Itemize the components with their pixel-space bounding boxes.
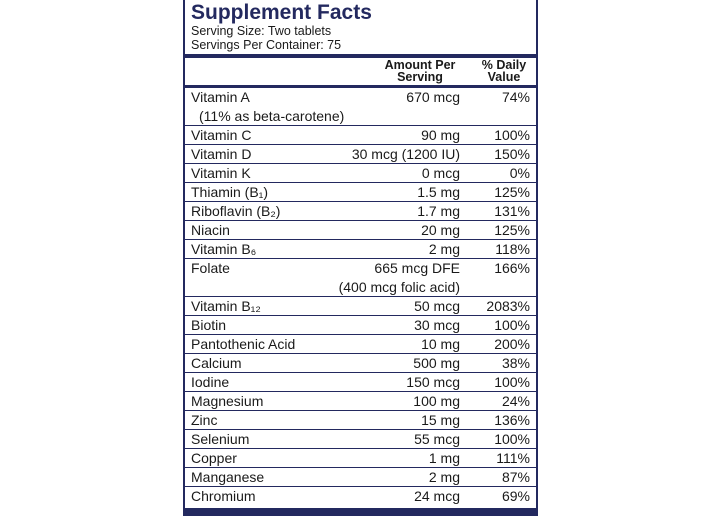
nutrient-name: Vitamin C (191, 127, 252, 143)
nutrient-name: Vitamin D (191, 146, 252, 162)
nutrient-name: Riboflavin (B₂) (191, 203, 281, 219)
row-rule (185, 315, 536, 316)
daily-value: 131% (494, 203, 530, 219)
daily-value: 87% (501, 469, 530, 485)
row-rule (185, 448, 536, 449)
daily-value: 136% (494, 412, 530, 428)
amount-header: Amount Per Serving (384, 58, 456, 84)
amount: 2 mg (428, 469, 460, 485)
row-rule (185, 372, 536, 373)
row-rule (185, 201, 536, 202)
daily-value: 2083% (486, 298, 530, 314)
amount: 500 mg (413, 355, 460, 371)
daily-value: 118% (495, 241, 530, 257)
daily-value: 166% (494, 260, 530, 276)
nutrient-name: Vitamin A (191, 89, 250, 105)
daily-value: 0% (509, 165, 530, 181)
amount: 1.7 mg (417, 203, 460, 219)
nutrient-name: Calcium (191, 355, 242, 371)
amount: 670 mcg (406, 89, 460, 105)
amount: 100 mg (413, 393, 460, 409)
nutrient-name: Vitamin B₆ (191, 241, 257, 257)
amount: 665 mcg DFE (374, 260, 460, 276)
amount-note: (400 mcg folic acid) (338, 279, 460, 295)
daily-value: 100% (494, 127, 530, 143)
row-rule (185, 429, 536, 430)
amount: 10 mg (421, 336, 460, 352)
row-rule (185, 410, 536, 411)
nutrient-name: Niacin (191, 222, 230, 238)
row-rule (185, 353, 536, 354)
nutrient-name: Iodine (191, 374, 230, 390)
title: Supplement Facts (191, 1, 372, 24)
daily-value: 125% (494, 184, 530, 200)
daily-value: 150% (494, 146, 530, 162)
nutrient-name: Manganese (191, 469, 265, 485)
amount: 2 mg (428, 241, 460, 257)
nutrient-name: Pantothenic Acid (191, 336, 296, 352)
amount: 0 mcg (421, 165, 460, 181)
nutrient-name: Thiamin (B₁) (191, 184, 269, 200)
amount: 150 mcg (406, 374, 460, 390)
daily-value: 100% (494, 317, 530, 333)
row-rule (185, 486, 536, 487)
daily-value: 200% (494, 336, 530, 352)
nutrient-name: Biotin (191, 317, 227, 333)
daily-value: 125% (494, 222, 530, 238)
row-rule (185, 220, 536, 221)
amount: 30 mcg (1200 IU) (351, 146, 460, 162)
thick-rule (185, 85, 536, 88)
nutrient-name: Vitamin B₁₂ (191, 298, 261, 314)
daily-value: 69% (501, 488, 530, 504)
amount: 30 mcg (414, 317, 460, 333)
amount: 50 mcg (414, 298, 460, 314)
supplement-facts-label: Supplement Facts Serving Size: Two table… (183, 0, 538, 516)
nutrient-note: (11% as beta-carotene) (199, 108, 345, 124)
amount: 1.5 mg (417, 184, 460, 200)
nutrient-name: Chromium (191, 488, 256, 504)
daily-value: 111% (496, 450, 530, 466)
servings-per-container: Servings Per Container: 75 (191, 38, 342, 52)
nutrient-name: Copper (191, 450, 237, 466)
nutrient-name: Selenium (191, 431, 250, 447)
row-rule (185, 239, 536, 240)
nutrient-name: Vitamin K (191, 165, 251, 181)
amount: 24 mcg (414, 488, 460, 504)
daily-value: 74% (501, 89, 530, 105)
amount: 1 mg (428, 450, 460, 466)
nutrient-name: Folate (191, 260, 230, 276)
daily-value: 100% (494, 374, 530, 390)
row-rule (185, 334, 536, 335)
nutrient-name: Zinc (191, 412, 218, 428)
daily-value: 38% (501, 355, 530, 371)
serving-size: Serving Size: Two tablets (191, 24, 332, 38)
row-rule (185, 144, 536, 145)
amount: 55 mcg (414, 431, 460, 447)
row-rule (185, 125, 536, 126)
nutrient-name: Magnesium (191, 393, 264, 409)
row-rule (185, 163, 536, 164)
row-rule (185, 258, 536, 259)
thick-rule (185, 54, 536, 58)
daily-value: 100% (494, 431, 530, 447)
amount: 20 mg (421, 222, 460, 238)
amount: 90 mg (421, 127, 460, 143)
daily-value: 24% (501, 393, 530, 409)
row-rule (185, 182, 536, 183)
amount: 15 mg (421, 412, 460, 428)
row-rule (185, 391, 536, 392)
daily-value-header: % Daily Value (481, 58, 527, 84)
row-rule (185, 467, 536, 468)
row-rule (185, 296, 536, 297)
bottom-rule (185, 508, 536, 516)
